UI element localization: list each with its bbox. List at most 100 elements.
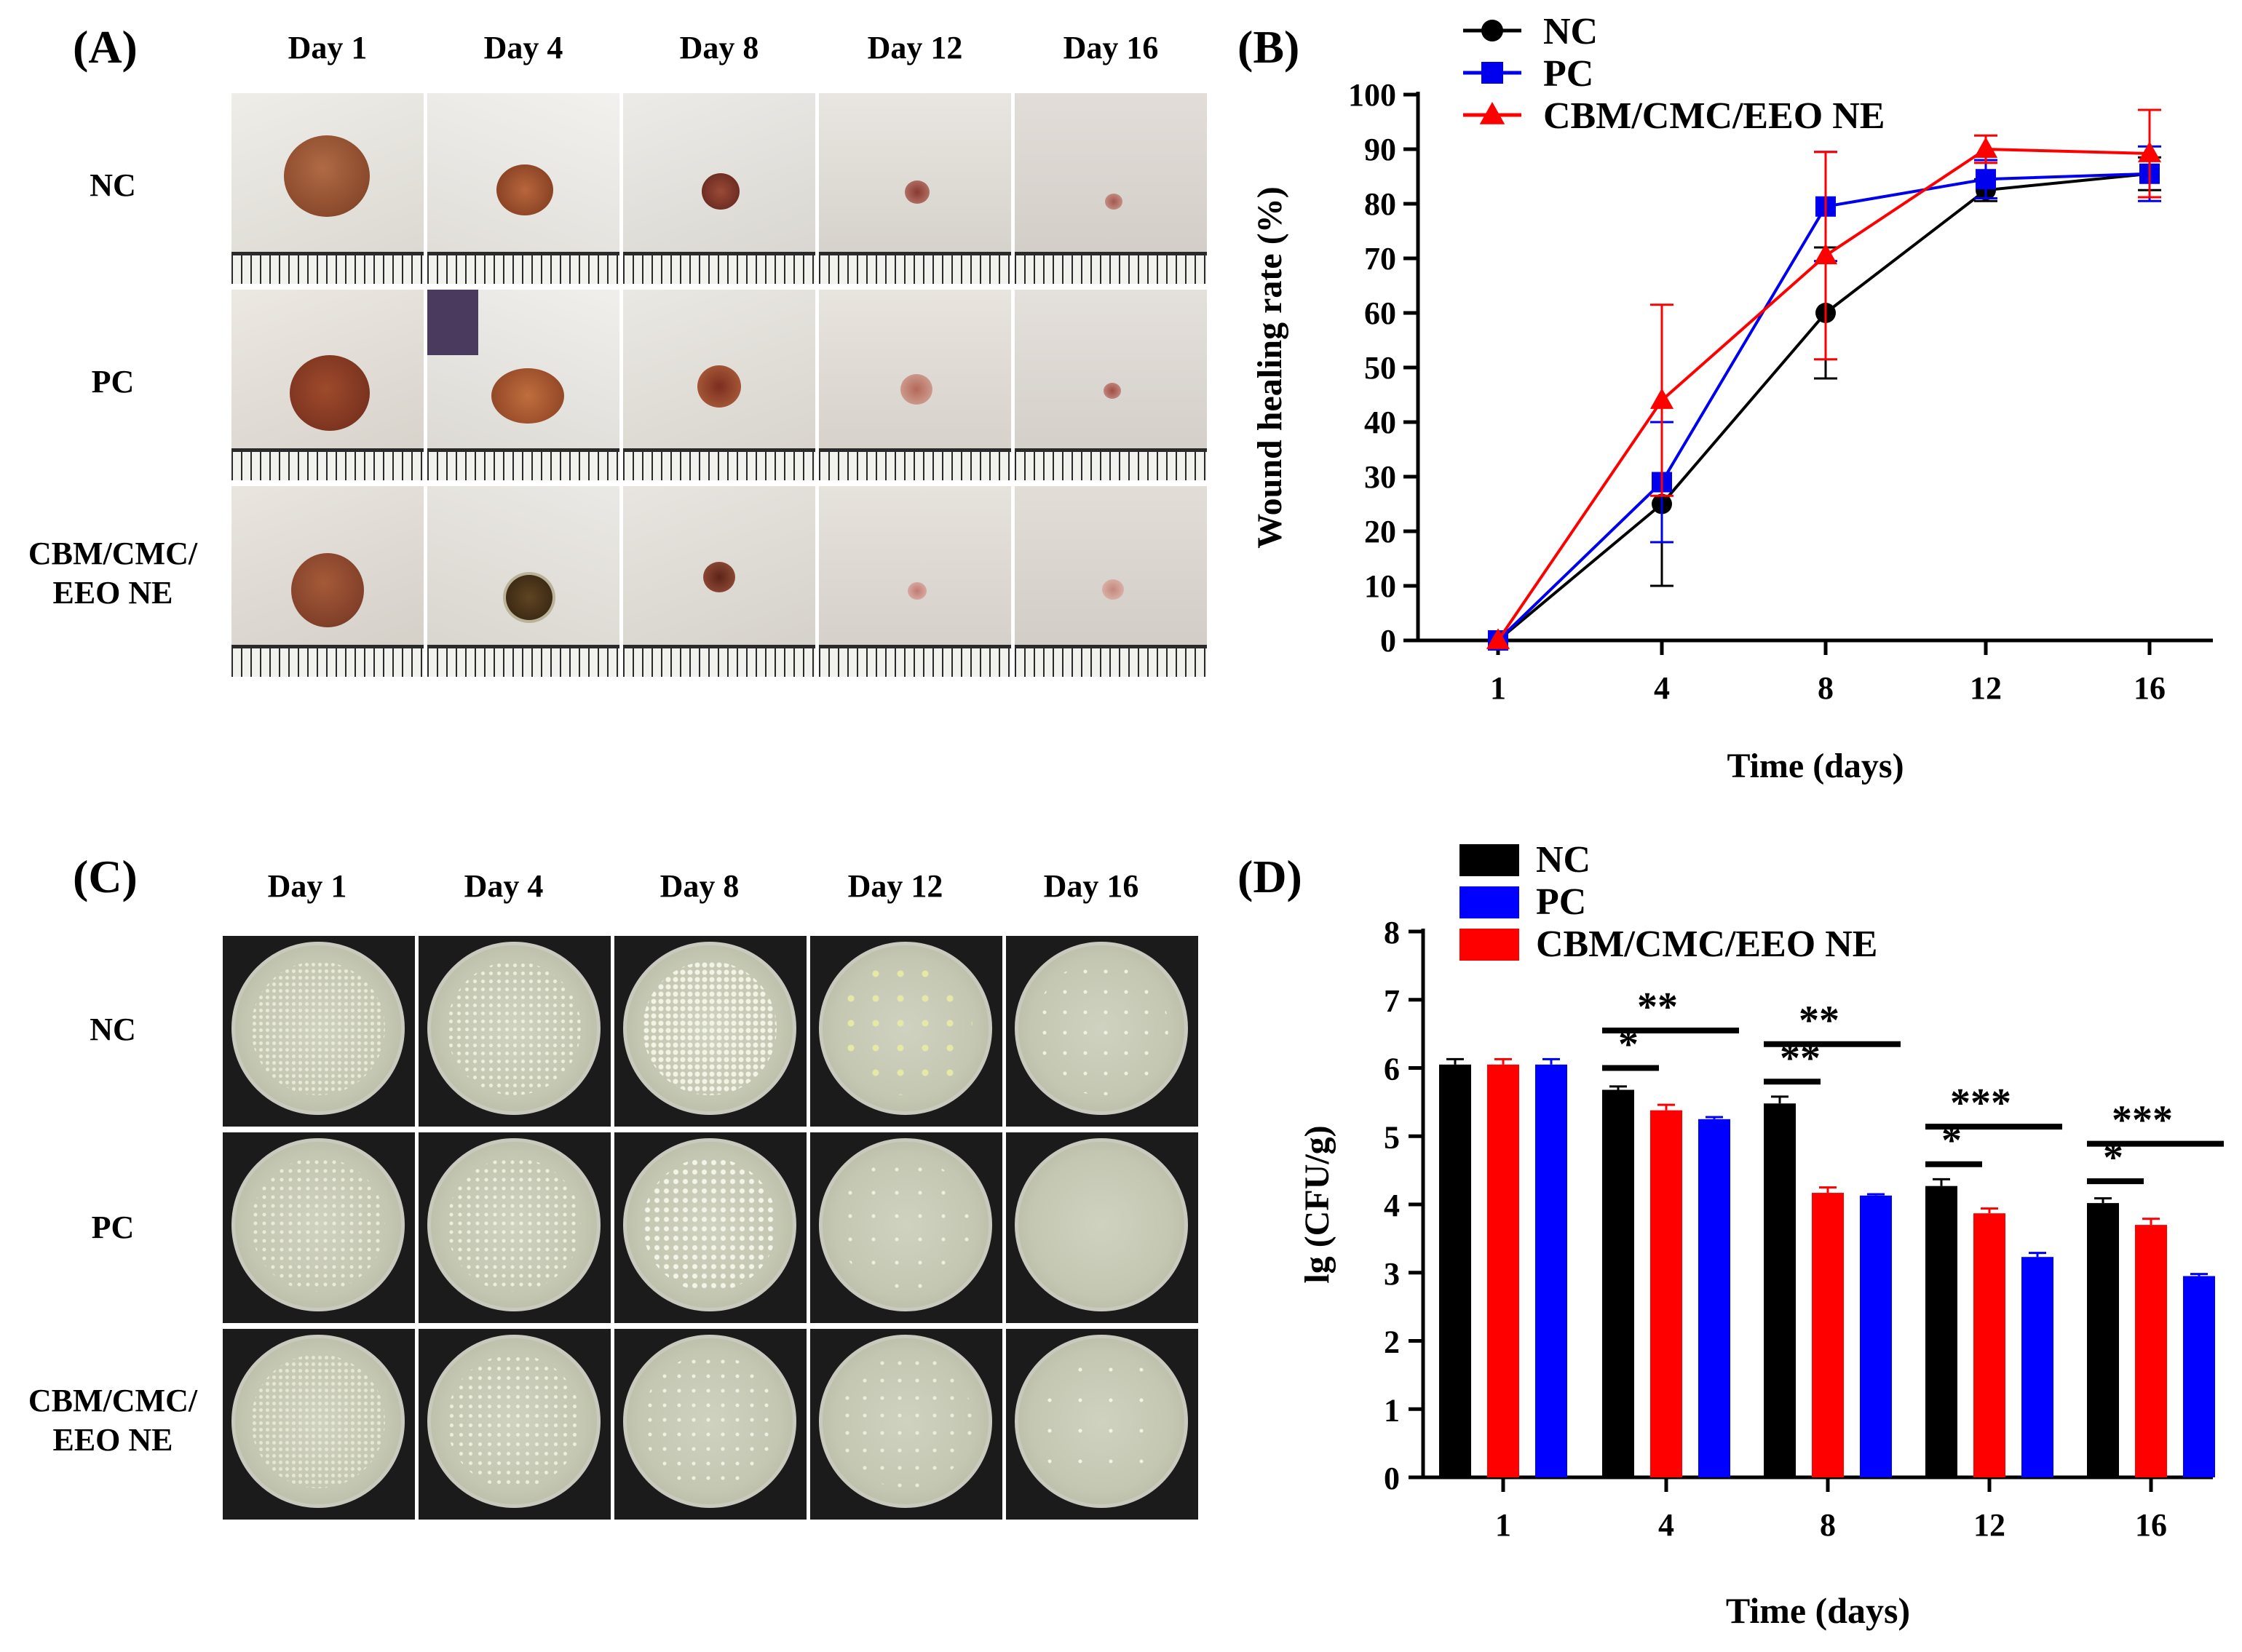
bar [1812, 1193, 1844, 1477]
wound-photo [1015, 290, 1207, 480]
petri-plate-photo [419, 1329, 611, 1520]
bar [1860, 1195, 1892, 1477]
petri-plate-photo [223, 1132, 415, 1323]
data-point [1973, 137, 1998, 158]
y-tick-label: 100 [1348, 77, 1396, 113]
y-tick-label: 30 [1364, 459, 1396, 495]
significance-label: *** [1950, 1081, 2011, 1126]
y-tick-label: 6 [1384, 1052, 1400, 1087]
petri-plate-photo [1006, 1329, 1198, 1520]
petri-plate-photo [614, 936, 807, 1127]
y-axis-title: Wound healing rate (%) [1251, 186, 1289, 548]
y-tick-label: 8 [1384, 915, 1400, 950]
y-tick-label: 10 [1364, 568, 1396, 604]
group-label: CBM/CMC/EEO NE [28, 536, 198, 611]
petri-plate-photo [810, 1132, 1002, 1323]
x-tick-label: 1 [1490, 670, 1506, 706]
x-tick-label: 12 [1970, 670, 2002, 706]
bar [2183, 1276, 2215, 1477]
data-point [1976, 169, 1996, 190]
y-tick-label: 0 [1380, 623, 1396, 659]
group-label: PC [91, 1210, 135, 1245]
y-axis-title: lg (CFU/g) [1298, 1125, 1336, 1283]
wound-photo [623, 486, 815, 677]
petri-plate-photo [1006, 1132, 1198, 1323]
bar [1650, 1110, 1682, 1477]
y-tick-label: 80 [1364, 186, 1396, 222]
wound-photo [1015, 93, 1207, 284]
petri-plate-photo [419, 1132, 611, 1323]
y-tick-label: 40 [1364, 405, 1396, 440]
bar [1698, 1119, 1730, 1477]
day-header: Day 8 [679, 30, 759, 65]
bar [1925, 1186, 1957, 1477]
series-line [1497, 172, 2150, 642]
day-header: Day 4 [483, 30, 563, 65]
petri-plate-photo [223, 936, 415, 1127]
series-nc [1439, 1057, 2119, 1477]
series-cbm-cmc-eeo-ne [1486, 108, 2162, 649]
wound-photo [1015, 486, 1207, 677]
legend-marker [1481, 62, 1503, 84]
bar [1764, 1103, 1796, 1477]
day-header: Day 12 [867, 30, 963, 65]
legend-swatch [1459, 886, 1519, 918]
day-header: Day 8 [659, 868, 740, 904]
panel-label-a: (A) [73, 21, 138, 73]
y-tick-label: 20 [1364, 514, 1396, 549]
petri-plate-photo [614, 1132, 807, 1323]
significance-label: ** [1799, 998, 1839, 1044]
legend-label: NC [1543, 11, 1598, 52]
bar [1535, 1064, 1567, 1477]
day-header: Day 4 [464, 868, 544, 904]
legend-label: CBM/CMC/EEO NE [1536, 924, 1877, 965]
day-header: Day 1 [267, 868, 347, 904]
series-cbm-cmc-eeo-ne [1487, 1057, 2167, 1477]
significance-label: *** [2112, 1098, 2173, 1143]
x-tick-label: 4 [1658, 1507, 1674, 1543]
day-header: Day 16 [1043, 868, 1139, 904]
data-point [1813, 243, 1838, 265]
day-header: Day 16 [1063, 30, 1159, 65]
group-label: PC [91, 364, 135, 400]
legend-marker [1479, 102, 1505, 124]
wound-photo [231, 290, 424, 480]
wound-photo [231, 486, 424, 677]
legend-label: CBM/CMC/EEO NE [1543, 95, 1885, 137]
legend-swatch [1459, 844, 1519, 876]
significance-annotations: *************** [1602, 985, 2224, 1185]
panel-label-d: (D) [1237, 851, 1302, 902]
series-line [1497, 147, 2150, 642]
x-axis-title: Time (days) [1726, 1590, 1910, 1631]
y-tick-label: 0 [1384, 1461, 1400, 1496]
x-tick-label: 4 [1654, 670, 1670, 706]
bar [1602, 1089, 1634, 1477]
legend-label: PC [1543, 53, 1593, 95]
petri-plate-photo [419, 936, 611, 1127]
y-tick-label: 4 [1384, 1188, 1400, 1223]
x-tick-label: 16 [2134, 670, 2166, 706]
legend-label: NC [1536, 839, 1591, 881]
series-line [1497, 172, 2150, 642]
x-tick-label: 16 [2135, 1507, 2167, 1543]
x-axis-title: Time (days) [1727, 747, 1904, 785]
data-point [1486, 628, 1510, 649]
petri-plate-photo [614, 1329, 807, 1520]
bar [2021, 1257, 2053, 1477]
y-tick-label: 5 [1384, 1119, 1400, 1155]
y-tick-label: 2 [1384, 1325, 1400, 1360]
group-label: NC [90, 1012, 136, 1047]
y-tick-label: 1 [1384, 1392, 1400, 1428]
bar [2087, 1203, 2119, 1477]
bar [1487, 1064, 1519, 1477]
group-label: CBM/CMC/EEO NE [28, 1383, 198, 1458]
wound-photo [623, 290, 815, 480]
panel-label-b: (B) [1237, 21, 1300, 73]
petri-plate-photo [1006, 936, 1198, 1127]
panel-label-c: (C) [73, 851, 138, 902]
legend-label: PC [1536, 881, 1586, 923]
petri-plate-photo [810, 1329, 1002, 1520]
y-tick-label: 70 [1364, 241, 1396, 277]
